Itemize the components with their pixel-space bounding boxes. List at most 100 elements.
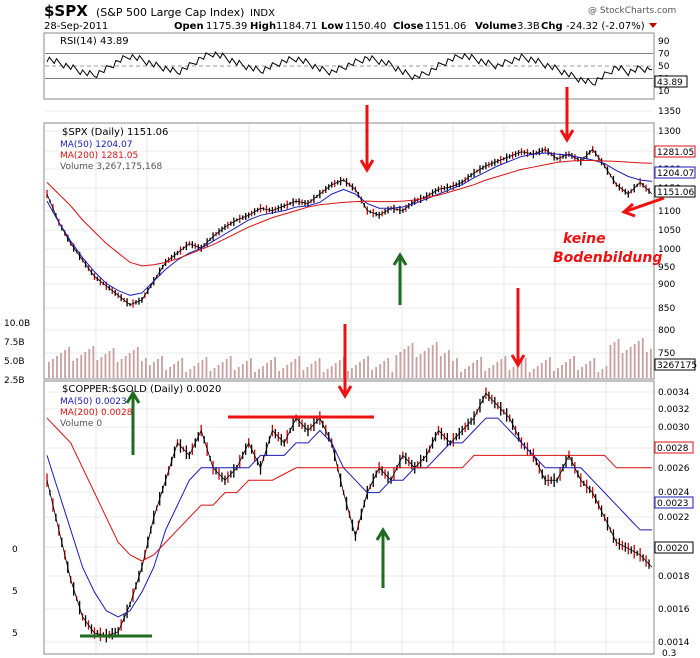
volume-bar — [601, 369, 604, 378]
volume-bar — [476, 360, 479, 378]
volume-bar — [318, 358, 321, 378]
rsi-panel: 9070503010 RSI(14) 43.89 43.89 — [43, 32, 688, 100]
volume-bar — [407, 346, 410, 378]
volume-bar — [274, 357, 277, 378]
red-arrow-down-icon — [359, 105, 375, 173]
volume-bar — [468, 366, 470, 378]
volume-bar — [504, 356, 507, 378]
volume-bar — [149, 365, 151, 378]
volume-bar — [262, 366, 264, 378]
spx-tick-label: 1100 — [658, 207, 681, 217]
high-value: 1184.71 — [276, 21, 317, 32]
volume-bar — [330, 366, 333, 378]
value-tag-bg — [654, 166, 696, 179]
volume-bar — [569, 359, 571, 378]
volume-bar — [456, 358, 458, 378]
volume-bar — [132, 350, 135, 378]
value-tag: 1204.07 — [657, 169, 694, 179]
volume-bar — [120, 359, 123, 378]
volume-bar — [258, 369, 260, 378]
rsi-tick-label: 10 — [658, 87, 670, 97]
copper-tick-label: 0.0022 — [658, 513, 690, 523]
chg-label: Chg — [541, 21, 563, 32]
volume-bar — [286, 365, 289, 378]
close-label: Close — [393, 21, 424, 32]
volume-bar — [565, 362, 567, 378]
copper-left-fragments: 0 5 5 — [12, 545, 18, 639]
volume-bar — [185, 372, 188, 378]
volume-bar — [72, 361, 75, 378]
spx-tick-label: 750 — [658, 349, 675, 359]
volume-bar — [56, 356, 58, 378]
volume-bar — [512, 367, 515, 378]
volume-bar — [136, 347, 139, 378]
value-tag-bg — [654, 441, 694, 454]
copper-tick-label: 0.0026 — [658, 464, 690, 474]
spx-label: $SPX (Daily) 1151.06 — [62, 127, 168, 138]
volume-bar — [100, 357, 103, 378]
copper-tick-label: 0.0018 — [658, 572, 690, 582]
spx-tick-label: 800 — [658, 326, 675, 336]
left-fragment: 5 — [12, 629, 18, 639]
spx-tick-label: 950 — [658, 263, 675, 273]
volume-bar — [157, 359, 159, 378]
volume-bar — [621, 353, 624, 378]
symbol-title: $SPX — [44, 2, 88, 20]
volume-bar — [617, 339, 620, 378]
volume-bar — [128, 353, 131, 378]
volume-bar — [625, 350, 628, 378]
left-fragment: 0 — [12, 545, 18, 555]
volume-bar — [496, 362, 499, 378]
volume-bar — [76, 358, 79, 378]
volume-bar — [557, 368, 559, 378]
volume-bar — [48, 362, 50, 378]
volume-bar — [351, 368, 353, 378]
spx-tick-label: 1000 — [658, 245, 681, 255]
low-label: Low — [321, 21, 343, 32]
volume-bar — [245, 361, 248, 378]
volume-bar — [84, 352, 87, 378]
volume-bar — [298, 356, 301, 378]
annotation-bodenbildung: Bodenbildung — [553, 250, 662, 266]
ma200-line — [46, 417, 652, 562]
rsi-tick-label: 70 — [658, 50, 670, 60]
volume-bar — [516, 364, 519, 378]
volume-bar — [177, 361, 180, 378]
volume-bar — [637, 341, 640, 378]
volume-bar — [363, 359, 365, 378]
volume-bar — [290, 362, 293, 378]
price-line — [46, 148, 653, 306]
spx-legend: $SPX (Daily) 1151.06 MA(50) 1204.07 MA(2… — [60, 127, 168, 172]
volume-bar — [302, 370, 305, 378]
volume-bar — [447, 350, 450, 378]
price-line — [46, 392, 653, 636]
volume-bar — [379, 364, 382, 378]
volume-bar — [419, 354, 422, 378]
volume-bar — [250, 358, 252, 378]
volume-bar — [266, 363, 268, 378]
volume-bar — [225, 359, 228, 378]
volume-bar — [104, 354, 107, 378]
volume-label: Volume — [475, 21, 517, 32]
volume-bar — [189, 369, 192, 378]
volume-bar — [561, 365, 563, 378]
volume-bar — [161, 356, 163, 378]
volume-bar — [480, 357, 483, 378]
red-arrow-down-icon — [510, 288, 526, 368]
volume-bar — [508, 370, 511, 378]
volume-bar — [383, 361, 386, 378]
volume-bar — [435, 342, 438, 378]
copper-tick-label: 0.0024 — [658, 488, 690, 498]
volume-bar — [633, 344, 636, 378]
chart-header: $SPX (S&P 500 Large Cap Index) INDX @ St… — [44, 2, 676, 32]
value-tag: 3267175 — [657, 361, 697, 371]
volume-bar — [140, 361, 143, 378]
volume-bar — [500, 359, 503, 378]
copper-ma200-label: MA(200) 0.0028 — [60, 408, 133, 418]
volume-bar — [80, 355, 83, 378]
low-value: 1150.40 — [345, 21, 386, 32]
volume-bar — [613, 342, 616, 378]
volume-bar — [314, 361, 317, 378]
volume-bar — [310, 364, 313, 378]
volume-bar — [472, 363, 474, 378]
